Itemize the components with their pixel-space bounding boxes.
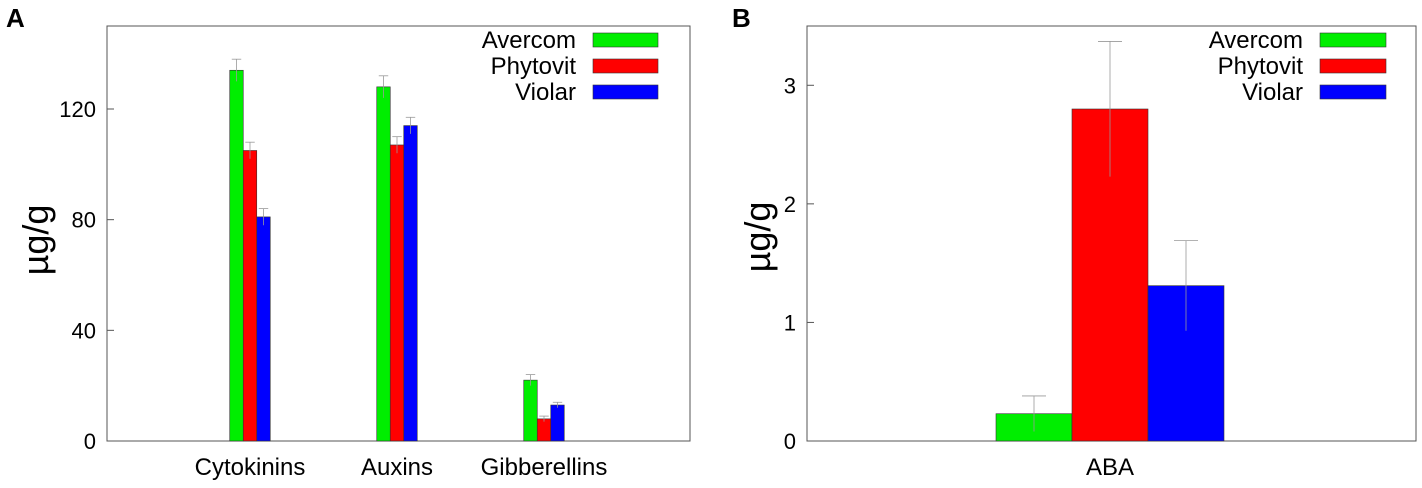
y-tick-label: 40 bbox=[72, 318, 96, 343]
x-tick-label: Gibberellins bbox=[481, 454, 608, 481]
legend-label: Violar bbox=[515, 79, 576, 106]
panel-a-x-ticks: Cytokinins Auxins Gibberellins bbox=[195, 454, 608, 481]
bar-violar-gibberellins bbox=[550, 404, 565, 442]
legend-swatch bbox=[592, 58, 659, 74]
y-tick-label: 80 bbox=[72, 208, 96, 233]
legend-label: Avercom bbox=[1209, 27, 1303, 54]
panel-b-label: B bbox=[732, 3, 751, 33]
legend-swatch bbox=[592, 84, 659, 100]
legend-swatch bbox=[592, 32, 659, 48]
panel-b-bars bbox=[995, 41, 1225, 442]
x-tick-label: ABA bbox=[1086, 454, 1134, 481]
y-tick-label: 3 bbox=[784, 73, 796, 98]
x-tick-label: Auxins bbox=[361, 454, 433, 481]
panel-a-label: A bbox=[6, 3, 25, 33]
x-tick-label: Cytokinins bbox=[195, 454, 306, 481]
legend-label: Phytovit bbox=[1218, 53, 1304, 80]
bar-avercom-gibberellins bbox=[523, 379, 538, 442]
panel-a-y-ticks: 0 40 80 120 bbox=[59, 97, 114, 454]
legend-swatch bbox=[1319, 84, 1387, 100]
legend-label: Phytovit bbox=[491, 53, 577, 80]
legend-label: Violar bbox=[1242, 79, 1303, 106]
y-tick-label: 2 bbox=[784, 192, 796, 217]
bar-avercom-cytokinins bbox=[229, 69, 244, 442]
bar-avercom-auxins bbox=[376, 86, 391, 442]
bar-phytovit-cytokinins bbox=[242, 150, 258, 442]
panel-a: A µg/g 0 40 80 120 Cytokinins Auxins Gibberel… bbox=[6, 3, 691, 481]
bar-violar-cytokinins bbox=[256, 216, 271, 442]
legend-swatch bbox=[1319, 58, 1387, 74]
y-tick-label: 0 bbox=[84, 429, 96, 454]
panel-b-x-ticks: ABA bbox=[1086, 454, 1134, 481]
y-tick-label: 0 bbox=[784, 429, 796, 454]
bar-phytovit-gibberellins bbox=[536, 418, 552, 442]
legend-swatch bbox=[1319, 32, 1387, 48]
legend-label: Avercom bbox=[482, 27, 576, 54]
panel-a-bars bbox=[229, 58, 565, 442]
bar-violar-auxins bbox=[403, 125, 418, 442]
panel-a-y-axis-label: µg/g bbox=[15, 205, 56, 276]
y-tick-label: 120 bbox=[59, 97, 96, 122]
panel-b-y-ticks: 0 1 2 3 bbox=[784, 73, 814, 454]
y-tick-label: 1 bbox=[784, 310, 796, 335]
panel-b-y-axis-label: µg/g bbox=[737, 202, 778, 273]
bar-phytovit-auxins bbox=[389, 144, 405, 442]
